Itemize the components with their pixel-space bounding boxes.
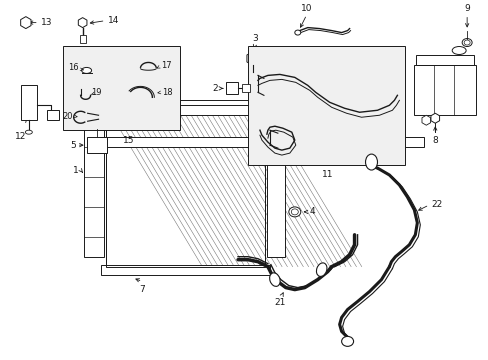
Text: 16: 16 (68, 63, 79, 72)
Ellipse shape (25, 130, 32, 134)
Text: 14: 14 (107, 16, 119, 25)
Text: 1: 1 (73, 166, 79, 175)
Text: 8: 8 (431, 136, 437, 145)
Text: 20: 20 (62, 112, 73, 121)
Text: 10: 10 (301, 4, 312, 13)
Ellipse shape (294, 30, 300, 35)
Text: 3: 3 (252, 33, 257, 42)
Ellipse shape (81, 67, 91, 73)
Text: 7: 7 (139, 285, 145, 294)
Bar (105, 105, 264, 267)
Bar (225, 82, 238, 94)
Text: 21: 21 (274, 298, 285, 307)
Bar (413, 66, 475, 115)
Ellipse shape (269, 273, 280, 287)
Bar (21, 85, 37, 120)
Bar (101, 265, 269, 275)
Bar (83, 115, 103, 257)
Ellipse shape (451, 46, 465, 54)
Text: 17: 17 (161, 61, 172, 70)
Bar (266, 115, 285, 257)
Bar (101, 137, 424, 147)
Ellipse shape (316, 263, 326, 276)
Text: 5: 5 (70, 141, 76, 150)
Bar (47, 110, 59, 120)
Ellipse shape (291, 209, 298, 215)
Text: 6: 6 (92, 134, 98, 143)
Text: 19: 19 (91, 88, 102, 97)
Ellipse shape (341, 336, 353, 346)
Bar (242, 84, 249, 92)
Text: 4: 4 (309, 207, 315, 216)
Text: 15: 15 (122, 136, 134, 145)
Text: 18: 18 (162, 88, 173, 97)
Bar (101, 100, 269, 115)
Bar (80, 35, 85, 42)
Ellipse shape (365, 154, 377, 170)
Text: 13: 13 (41, 18, 52, 27)
Bar (415, 55, 473, 66)
Bar (86, 137, 106, 153)
Bar (105, 105, 264, 267)
Bar (62, 45, 180, 130)
Bar (247, 45, 405, 165)
Text: 12: 12 (15, 132, 26, 141)
Text: 22: 22 (430, 201, 442, 210)
Text: 9: 9 (463, 4, 469, 13)
Ellipse shape (288, 207, 300, 217)
Text: 2: 2 (212, 84, 218, 93)
Text: 11: 11 (321, 170, 333, 179)
Ellipse shape (463, 40, 469, 45)
Ellipse shape (461, 39, 471, 46)
